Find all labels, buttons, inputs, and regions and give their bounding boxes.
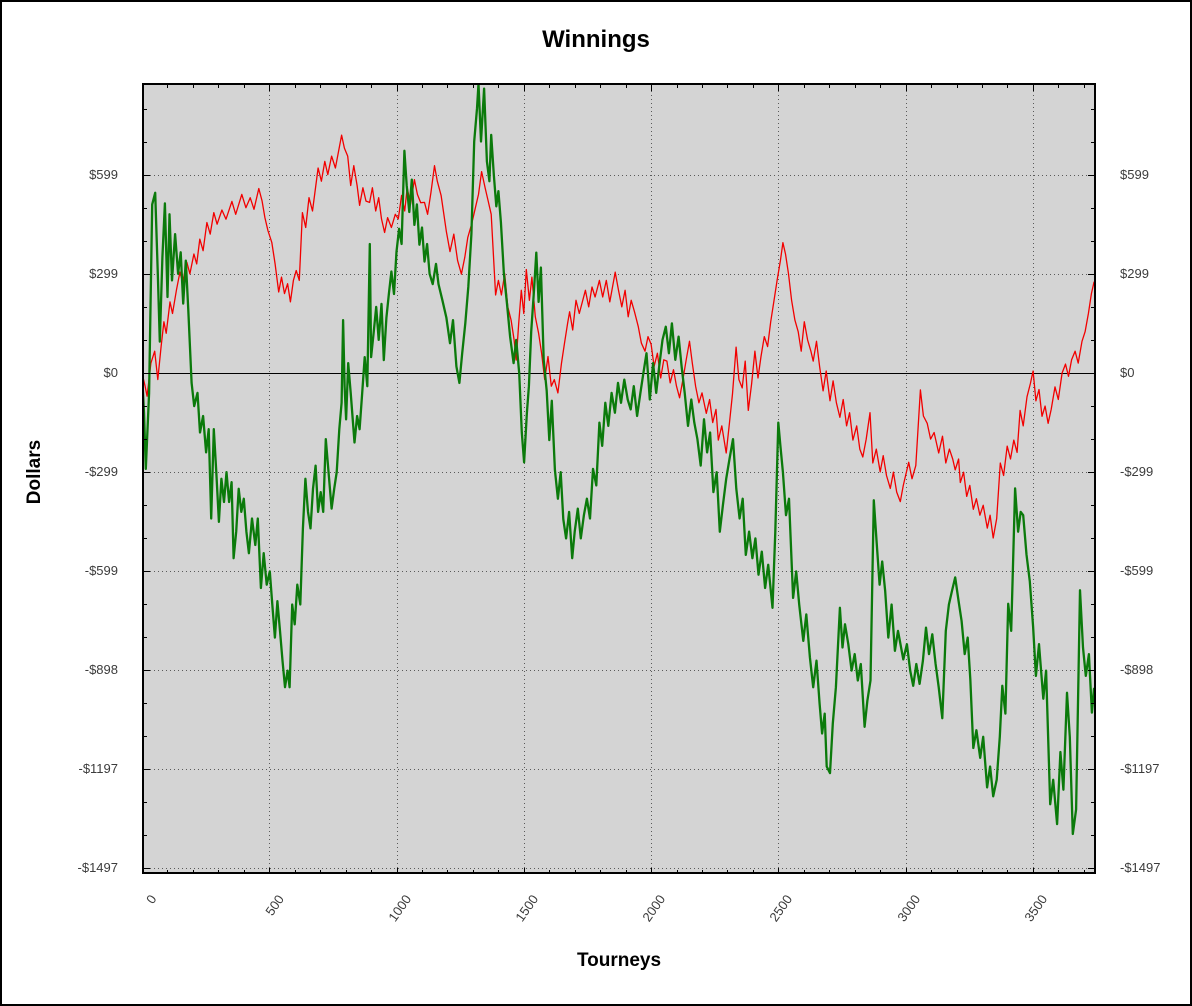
x-tick-label: 1000 [384,892,414,925]
y-tick-label: $599 [1120,166,1149,182]
x-tick-label: 0 [142,892,160,907]
x-tick-label: 3500 [1021,892,1051,925]
y-tick-label: -$1197 [1120,760,1160,776]
red-winnings-line [142,134,1096,539]
x-tick-label: 1500 [512,892,542,925]
x-tick-label: 2500 [766,892,796,925]
plot-area [142,83,1096,874]
y-tick-label: -$1497 [1120,860,1161,876]
x-tick-label: 2000 [639,892,669,925]
y-tick-label: -$1197 [78,760,118,776]
chart-canvas [142,83,1096,874]
plot-background [142,83,1096,874]
y-tick-label: -$299 [1120,463,1154,479]
chart-title: Winnings [542,26,650,53]
x-tick-label: 500 [261,892,287,919]
plot-frame [142,83,1096,874]
y-tick-label: $0 [1120,365,1135,380]
y-tick-label: -$898 [1120,661,1154,677]
y-tick-label: $299 [89,266,118,282]
y-tick-label: $0 [103,365,118,380]
x-tick-label: 3000 [894,892,923,925]
y-tick-label: -$898 [84,661,118,677]
y-tick-label: -$599 [84,563,118,579]
y-tick-label: -$1497 [77,860,118,876]
y-tick-label: -$299 [84,463,118,479]
y-tick-label: $599 [89,166,118,182]
x-axis-title: Tourneys [576,950,662,971]
green-winnings-line [142,83,1096,836]
y-tick-label: $299 [1120,266,1149,282]
y-tick-label: -$599 [1120,563,1154,579]
